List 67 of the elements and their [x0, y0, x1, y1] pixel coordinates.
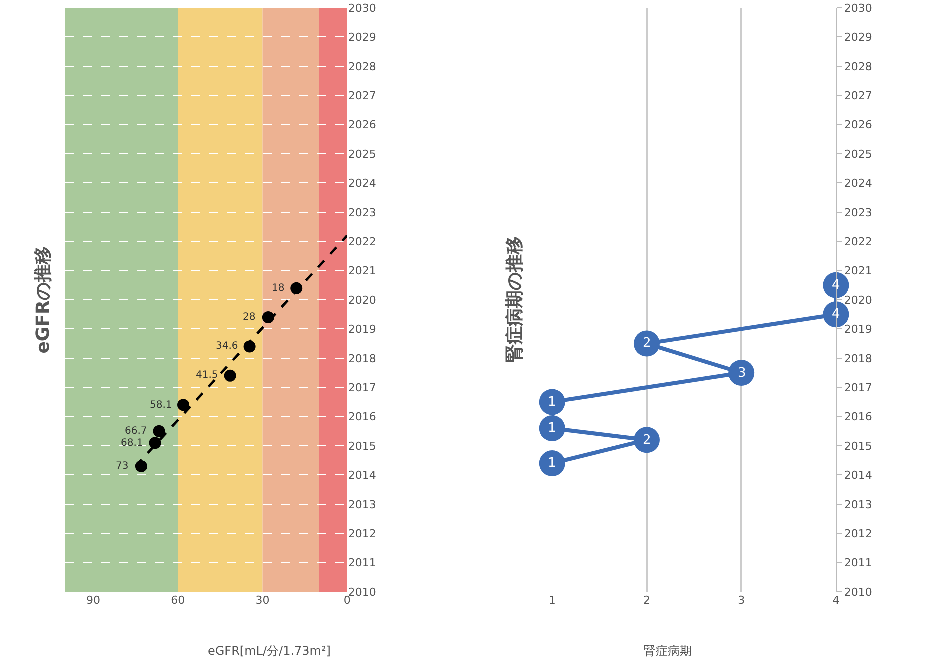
y-tick-label: 2029	[348, 31, 376, 44]
y-tick-label: 2020	[844, 294, 872, 307]
y-tick-label: 2022	[348, 235, 376, 248]
y-tick-label: 2014	[844, 469, 872, 482]
y-tick-label: 2021	[844, 264, 872, 278]
data-label: 2	[643, 433, 652, 448]
y-tick-label: 2014	[348, 469, 376, 482]
data-label: 58.1	[150, 400, 172, 411]
data-label: 28	[243, 312, 256, 323]
text: 腎症病期の推移	[504, 236, 526, 363]
text: eGFRの推移	[32, 246, 54, 354]
y-tick-label: 2017	[348, 381, 376, 394]
y-tick-label: 2020	[348, 294, 376, 307]
x-tick-label: 60	[171, 594, 186, 607]
data-label: 2	[643, 336, 652, 351]
y-tick-label: 2024	[844, 177, 872, 190]
data-label: 34.6	[216, 341, 238, 352]
y-tick-label: 2012	[844, 527, 872, 540]
data-label: 66.7	[125, 426, 148, 437]
y-tick-label: 2013	[348, 498, 376, 512]
y-tick-label: 2015	[844, 440, 872, 453]
y-tick-label: 2023	[844, 206, 872, 220]
data-label: 18	[272, 283, 285, 294]
x-tick-label: 3	[738, 594, 746, 607]
y-tick-label: 2016	[844, 410, 872, 424]
y-tick-label: 2025	[844, 148, 872, 161]
y-tick-label: 2023	[348, 206, 376, 220]
x-axis-title: 腎症病期	[644, 644, 692, 658]
y-tick-label: 2028	[348, 60, 376, 74]
data-label: 41.5	[196, 370, 218, 381]
y-tick-label: 2018	[348, 352, 376, 366]
y-tick-label: 2016	[348, 410, 376, 424]
y-tick-label: 2015	[348, 440, 376, 453]
y-tick-label: 2012	[348, 527, 376, 540]
y-tick-label: 2019	[348, 323, 376, 336]
data-label: 1	[548, 395, 556, 410]
x-axis-title: eGFR[mL/分/1.73m²]	[208, 644, 331, 658]
x-tick-label: 30	[256, 594, 270, 607]
y-tick-label: 2017	[844, 381, 872, 394]
y-tick-label: 2028	[844, 60, 872, 74]
y-tick-label: 2024	[348, 177, 376, 190]
data-label: 68.1	[121, 438, 144, 449]
y-tick-label: 2026	[348, 118, 376, 132]
y-tick-label: 2018	[844, 352, 872, 366]
data-label: 73	[116, 461, 129, 472]
x-tick-label: 90	[86, 594, 101, 607]
y-tick-label: 2011	[844, 556, 872, 570]
y-tick-label: 2030	[348, 2, 376, 15]
y-tick-label: 2029	[844, 31, 872, 44]
y-tick-label: 2026	[844, 118, 872, 132]
x-tick-label: 0	[344, 594, 351, 607]
y-tick-label: 2010	[844, 586, 872, 599]
y-tick-label: 2030	[844, 2, 872, 15]
y-tick-label: 2019	[844, 323, 872, 336]
x-tick-label: 4	[832, 594, 840, 607]
x-tick-label: 2	[643, 594, 650, 607]
y-tick-label: 2027	[348, 89, 376, 102]
data-label: 1	[548, 421, 556, 436]
y-tick-label: 2021	[348, 264, 376, 278]
data-label: 1	[548, 456, 556, 471]
y-tick-label: 2027	[844, 89, 872, 102]
y-tick-label: 2013	[844, 498, 872, 512]
x-tick-label: 1	[548, 594, 556, 607]
data-label: 3	[738, 366, 746, 381]
y-tick-label: 2022	[844, 235, 872, 248]
y-tick-label: 2011	[348, 556, 376, 570]
y-tick-label: 2025	[348, 148, 376, 161]
